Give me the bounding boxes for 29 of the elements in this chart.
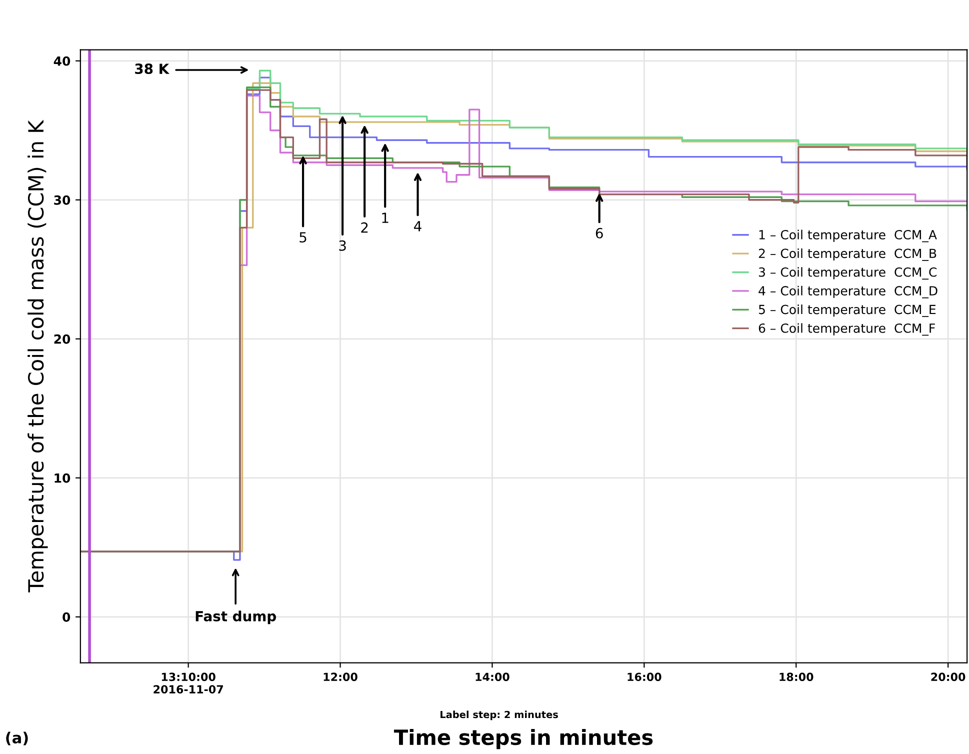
x-tick-label: 18:00 <box>780 672 814 682</box>
annotation: 3 <box>339 240 346 251</box>
annotation: 5 <box>300 232 306 243</box>
y-tick-label: 30 <box>54 195 70 205</box>
x-tick-label: 13:10:00 2016-11-07 <box>154 672 223 694</box>
legend-label: 5 – Coil temperature CCM_E <box>758 304 936 317</box>
y-axis-title: Temperature of the Coil cold mass (CCM) in K <box>28 120 48 592</box>
annotation: 38 K <box>135 64 170 74</box>
legend-label: 6 – Coil temperature CCM_F <box>758 323 935 336</box>
y-tick-label: 20 <box>54 334 70 344</box>
legend-label: 3 – Coil temperature CCM_C <box>758 267 937 280</box>
legend-label: 4 – Coil temperature CCM_D <box>758 286 938 298</box>
annotation: Fast dump <box>196 610 276 624</box>
annotation: 2 <box>361 222 368 233</box>
legend-label: 2 – Coil temperature CCM_B <box>758 248 936 261</box>
text: (a) <box>6 732 28 746</box>
annotation: 1 <box>382 212 388 223</box>
x-axis-title: Time steps in minutes <box>394 729 653 750</box>
annotation: 6 <box>596 228 603 238</box>
y-tick-label: 0 <box>62 612 70 622</box>
x-tick-label: 20:00 <box>931 672 966 682</box>
text: Label step: 2 minutes <box>440 710 558 720</box>
annotation: 4 <box>414 221 422 232</box>
x-tick-label: 14:00 <box>476 672 510 682</box>
y-tick-label: 10 <box>54 473 70 483</box>
x-tick-label: 16:00 <box>628 672 662 682</box>
y-tick-label: 40 <box>54 56 70 66</box>
x-tick-label: 12:00 <box>324 672 358 682</box>
legend-label: 1 – Coil temperature CCM_A <box>759 230 937 242</box>
